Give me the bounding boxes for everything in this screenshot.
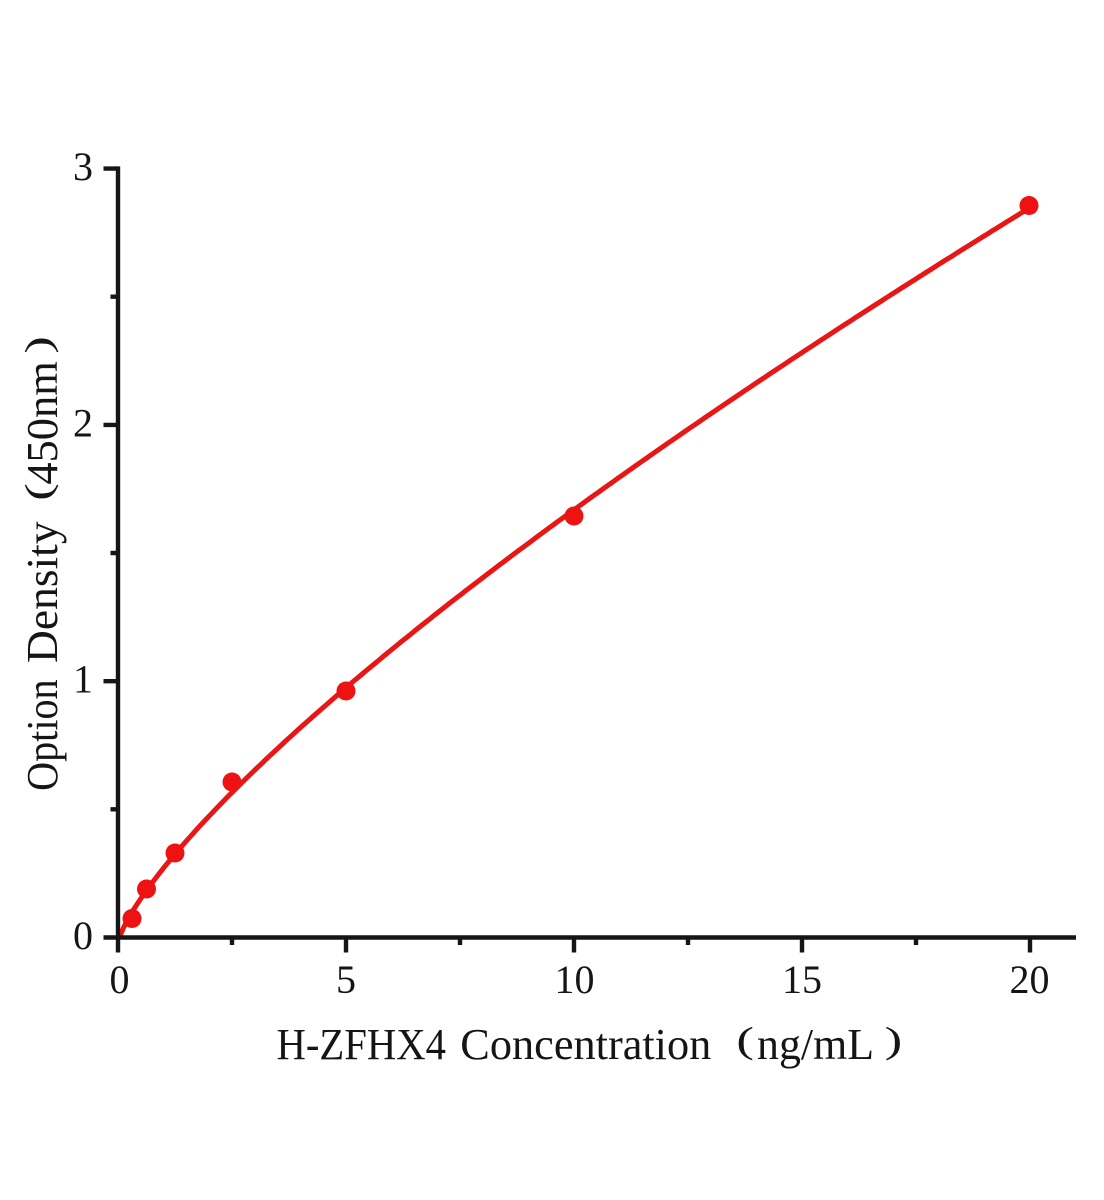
svg-text:H-ZFHX4: H-ZFHX4 (277, 1020, 447, 1069)
svg-text:Option: Option (18, 679, 67, 791)
svg-text:3: 3 (73, 144, 93, 189)
svg-text:0: 0 (110, 957, 130, 1002)
svg-text:5: 5 (336, 957, 356, 1002)
svg-text:Density: Density (18, 521, 67, 663)
svg-text:450nm: 450nm (18, 361, 67, 485)
svg-text:(: ( (17, 483, 59, 501)
svg-text:): ) (17, 336, 59, 354)
svg-text:2: 2 (73, 400, 93, 445)
svg-text:20: 20 (1010, 957, 1050, 1002)
svg-text:): ) (885, 1019, 903, 1061)
svg-text:Concentration: Concentration (460, 1020, 711, 1069)
svg-text:10: 10 (555, 957, 595, 1002)
svg-text:1: 1 (73, 657, 93, 702)
svg-text:0: 0 (73, 913, 93, 958)
svg-text:ng/mL: ng/mL (757, 1020, 874, 1069)
svg-text:15: 15 (782, 957, 822, 1002)
svg-text:(: ( (736, 1019, 754, 1061)
